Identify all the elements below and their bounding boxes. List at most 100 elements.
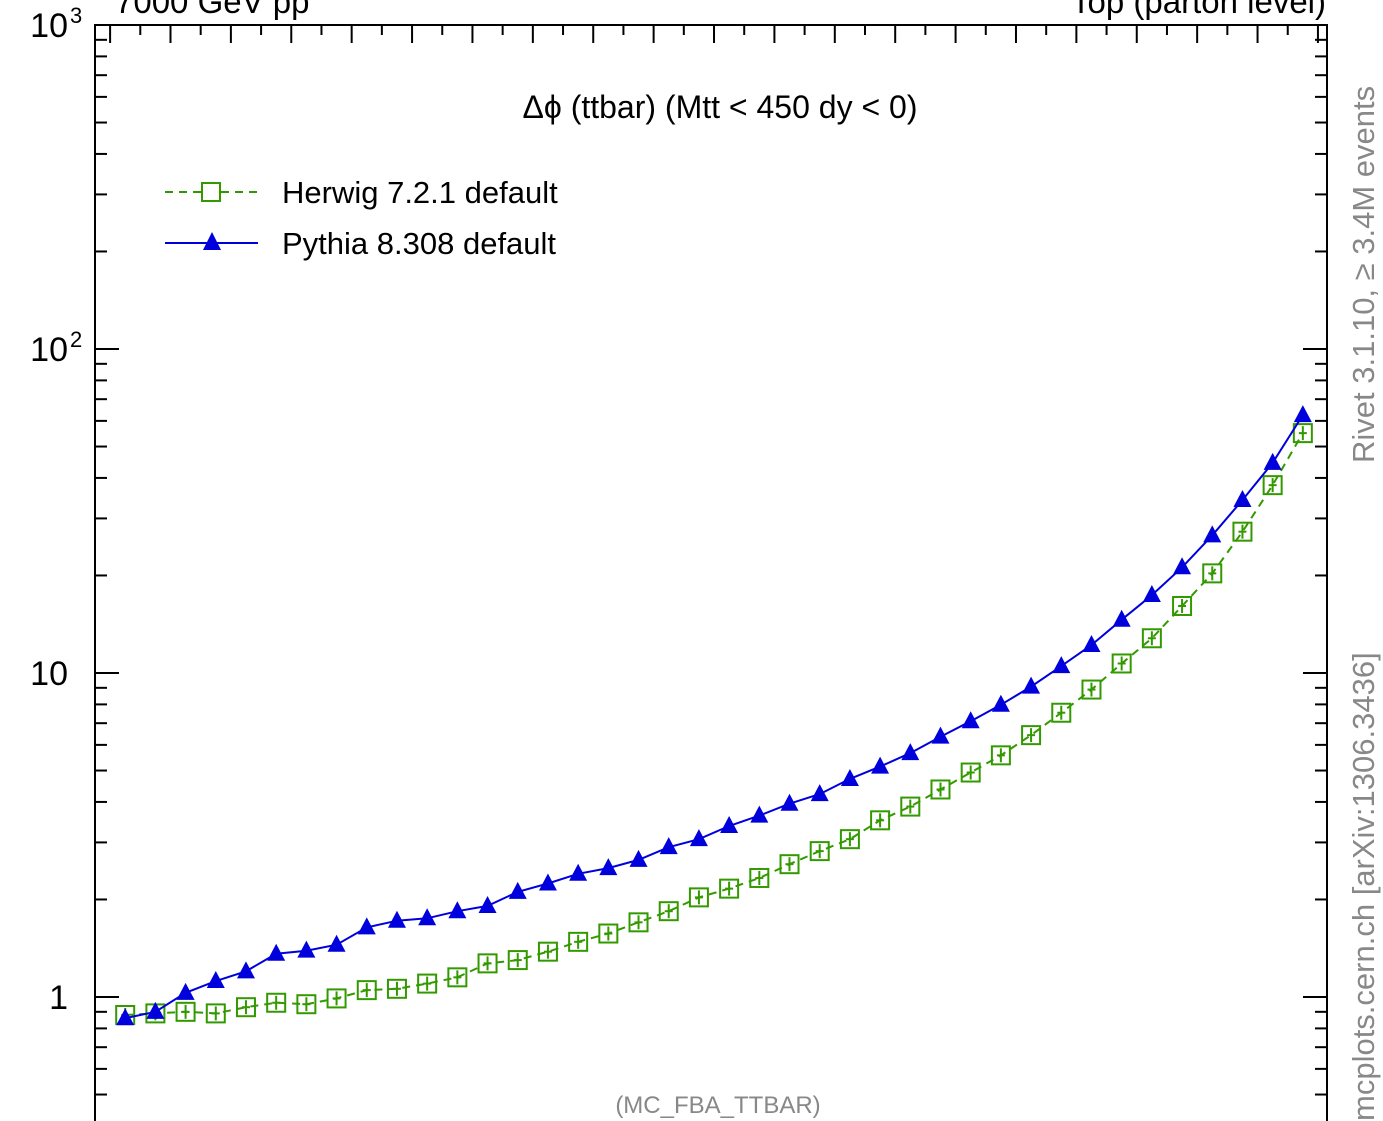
herwig-data-point — [839, 829, 860, 850]
herwig-data-point — [779, 854, 800, 875]
pythia-data-point — [1233, 489, 1252, 507]
y-tick-label: 10 — [30, 7, 68, 45]
legend-herwig-marker — [201, 182, 221, 202]
pythia-data-point — [538, 873, 557, 891]
herwig-data-point — [417, 973, 438, 994]
herwig-data-point — [477, 953, 498, 974]
pythia-data-point — [1112, 609, 1131, 627]
pythia-data-point — [659, 837, 678, 855]
pythia-data-point — [871, 756, 890, 774]
legend-herwig-label: Herwig 7.2.1 default — [282, 175, 558, 210]
header-right-label: Top (parton level) — [1071, 0, 1326, 20]
pythia-data-point — [1142, 585, 1161, 603]
pythia-data-point — [297, 940, 316, 958]
herwig-data-point — [537, 941, 558, 962]
side-label-mcplots: mcplots.cern.ch [arXiv:1306.3436] — [1346, 652, 1381, 1121]
pythia-data-point — [629, 849, 648, 867]
herwig-data-point — [326, 988, 347, 1009]
herwig-data-point — [598, 923, 619, 944]
pythia-data-point — [1082, 635, 1101, 653]
herwig-data-point — [749, 867, 770, 888]
herwig-data-point — [386, 978, 407, 999]
pythia-data-point — [1293, 405, 1312, 423]
herwig-data-point — [658, 901, 679, 922]
pythia-data-point — [750, 805, 769, 823]
pythia-data-point — [236, 961, 255, 979]
pythia-data-point — [689, 829, 708, 847]
pythia-data-point — [327, 934, 346, 952]
plot-frame — [94, 24, 1328, 1121]
herwig-data-point — [1172, 595, 1193, 616]
herwig-data-point — [507, 950, 528, 971]
analysis-tag: (MC_FBA_TTBAR) — [615, 1092, 820, 1119]
herwig-data-point — [1262, 475, 1283, 496]
pythia-data-point — [1052, 656, 1071, 674]
pythia-data-point — [780, 793, 799, 811]
pythia-data-point — [387, 910, 406, 928]
pythia-data-point — [206, 971, 225, 989]
pythia-data-point — [961, 711, 980, 729]
herwig-data-point — [175, 1001, 196, 1022]
pythia-data-point — [267, 943, 286, 961]
pythia-data-point — [901, 743, 920, 761]
pythia-series-line — [124, 414, 1304, 1020]
pythia-data-point — [1203, 525, 1222, 543]
herwig-data-point — [870, 810, 891, 831]
herwig-data-point — [356, 980, 377, 1001]
herwig-data-point — [1141, 628, 1162, 649]
herwig-data-point — [568, 931, 589, 952]
y-tick-label: 10 — [30, 331, 68, 369]
header-left-label: 7000 GeV pp — [115, 0, 310, 20]
herwig-data-point — [1232, 521, 1253, 542]
pythia-data-point — [840, 768, 859, 786]
pythia-data-point — [1263, 452, 1282, 470]
y-tick-label-exponent: 3 — [70, 3, 82, 28]
y-tick-label-exponent: 2 — [70, 327, 82, 352]
herwig-data-point — [900, 796, 921, 817]
pythia-data-point — [599, 858, 618, 876]
y-tick-label: 10 — [30, 655, 68, 693]
herwig-data-point — [990, 745, 1011, 766]
y-axis-ticks — [95, 24, 1327, 1096]
herwig-data-point — [447, 967, 468, 988]
legend: Herwig 7.2.1 default Pythia 8.308 defaul… — [165, 175, 558, 261]
herwig-data-point — [1111, 653, 1132, 674]
pythia-data-point — [448, 901, 467, 919]
side-label-rivet: Rivet 3.1.10, ≥ 3.4M events — [1346, 86, 1381, 463]
pythia-data-point — [991, 694, 1010, 712]
herwig-data-point — [628, 912, 649, 933]
herwig-data-point — [205, 1003, 226, 1024]
herwig-data-point — [1292, 423, 1313, 444]
pythia-data-point — [810, 784, 829, 802]
herwig-data-point — [235, 997, 256, 1018]
legend-pythia-marker — [203, 232, 221, 250]
herwig-data-point — [719, 878, 740, 899]
pythia-data-point — [931, 726, 950, 744]
pythia-data-point — [720, 816, 739, 834]
pythia-data-point — [478, 895, 497, 913]
herwig-data-point — [1081, 679, 1102, 700]
pythia-data-point — [176, 982, 195, 1000]
legend-pythia-label: Pythia 8.308 default — [282, 226, 556, 261]
pythia-data-point — [508, 881, 527, 899]
herwig-data-point — [1202, 563, 1223, 584]
herwig-data-point — [296, 994, 317, 1015]
y-tick-label: 1 — [49, 979, 68, 1017]
herwig-data-point — [960, 762, 981, 783]
pythia-data-point — [146, 1001, 165, 1019]
pythia-data-point — [569, 863, 588, 881]
herwig-data-point — [1021, 725, 1042, 746]
pythia-data-point — [357, 917, 376, 935]
pythia-data-point — [1173, 557, 1192, 575]
pythia-data-point — [116, 1008, 135, 1026]
herwig-data-point — [266, 992, 287, 1013]
pythia-data-point — [1022, 676, 1041, 694]
pythia-data-point — [418, 908, 437, 926]
herwig-data-point — [1051, 702, 1072, 723]
herwig-data-point — [688, 887, 709, 908]
chart-title: Δϕ (ttbar) (Mtt < 450 dy < 0) — [523, 89, 918, 125]
herwig-series-line — [125, 432, 1304, 1016]
series-layer — [115, 405, 1313, 1026]
